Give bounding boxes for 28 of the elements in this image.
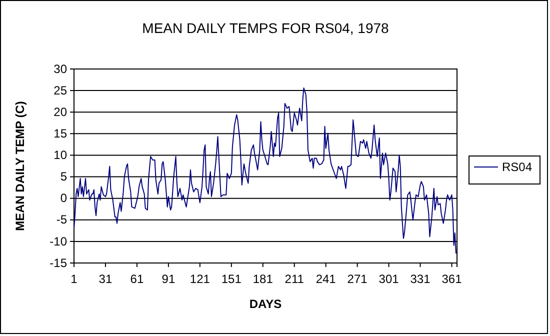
x-tick-label: 361 [442, 272, 462, 286]
x-tick-label: 271 [347, 272, 368, 286]
y-tick-label: -5 [56, 212, 68, 227]
y-tick-label: -10 [50, 234, 68, 248]
x-tick-label: 241 [316, 272, 336, 286]
y-tick-label: 25 [54, 83, 68, 98]
y-tick-label: 5 [60, 170, 68, 184]
x-tick-label: 151 [221, 272, 242, 286]
x-tick-label: 91 [162, 272, 176, 286]
y-tick-label: 30 [54, 62, 68, 76]
x-tick-label: 31 [98, 272, 112, 286]
line-series [74, 87, 456, 254]
y-tick-label: 15 [54, 126, 68, 141]
chart-title: MEAN DAILY TEMPS FOR RS04, 1978 [142, 20, 390, 36]
x-tick-label: 1 [70, 272, 78, 286]
x-tick-label: 61 [130, 272, 144, 286]
x-tick-label: 331 [410, 272, 431, 286]
y-tick-label: 10 [54, 148, 68, 162]
x-tick-label: 301 [378, 272, 400, 286]
y-tick-label: 0 [60, 191, 68, 206]
y-tick-label: -15 [50, 256, 68, 270]
x-tick-label: 121 [190, 272, 210, 286]
y-tick-label: 20 [54, 104, 68, 119]
legend-label: RS04 [502, 160, 532, 174]
y-axis-title: MEAN DAILY TEMP (C) [13, 101, 27, 231]
x-tick-label: 211 [284, 272, 304, 286]
x-tick-label: 181 [252, 272, 274, 286]
x-axis-title: DAYS [249, 297, 282, 311]
